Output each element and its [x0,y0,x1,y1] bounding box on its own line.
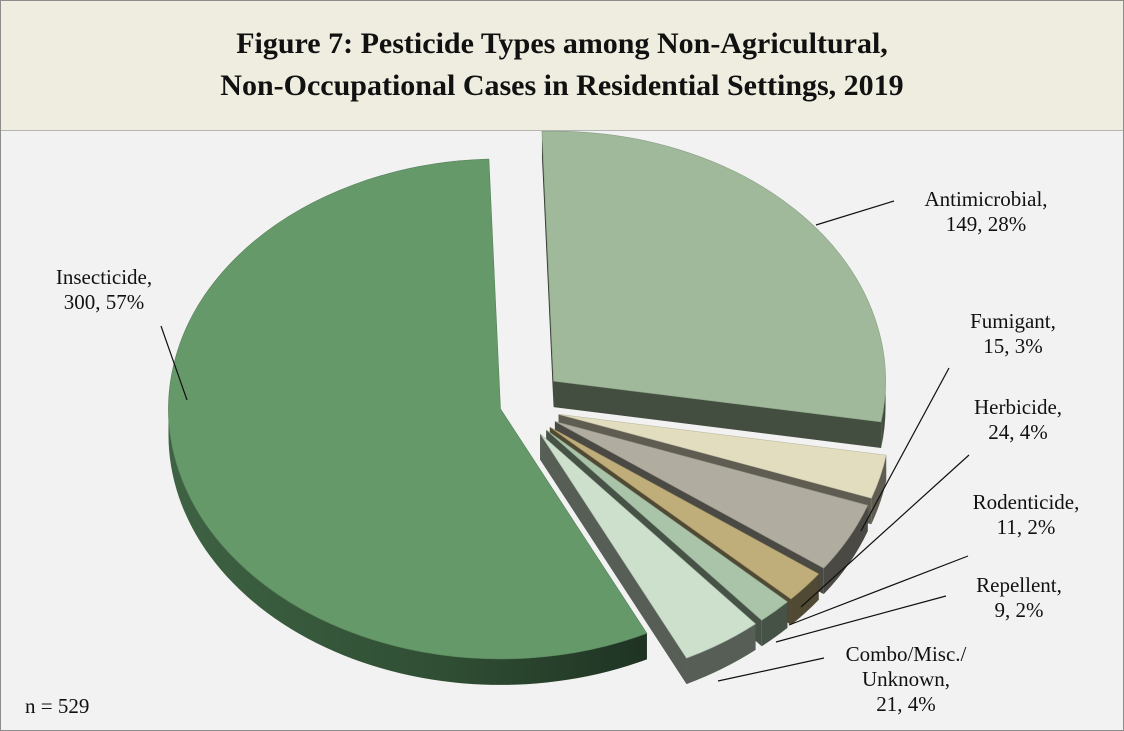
slice-label-antimicrobial-line-1: Antimicrobial, [924,187,1047,211]
slice-label-antimicrobial: Antimicrobial, 149, 28% [924,187,1047,236]
leader-line-rodenticide [788,555,969,626]
chart-title: Figure 7: Pesticide Types among Non-Agri… [1,23,1123,107]
pie-slice-rodenticide-outer-wall [790,573,819,626]
leader-line-antimicrobial [815,200,895,226]
pie-slice-insecticide [168,158,648,685]
pie-slice-herbicide-outer-wall [823,505,868,595]
slice-label-insecticide: Insecticide, 300, 57% [56,265,152,314]
slice-label-rodenticide-line-1: Rodenticide, [973,490,1080,514]
pie-slice-herbicide-top [554,421,869,569]
chart-title-line-1: Figure 7: Pesticide Types among Non-Agri… [236,27,888,60]
slice-label-repellent-line-1: Repellent, [976,573,1062,597]
pie-slices [168,130,887,685]
slice-label-herbicide-line-1: Herbicide, [974,395,1062,419]
leader-line-herbicide [800,454,970,608]
pie-slice-antimicrobial [541,130,886,448]
pie-slice-combo-misc-unknown [539,433,757,685]
slice-label-combo-misc-unknown-line-2: Unknown, [862,667,950,691]
slice-label-fumigant: Fumigant, 15, 3% [970,309,1056,358]
slice-label-insecticide-line-1: Insecticide, [56,265,152,289]
slice-label-repellent-line-2: 9, 2% [995,598,1044,622]
chart-title-line-2: Non-Occupational Cases in Residential Se… [220,69,904,102]
slice-label-insecticide-line-2: 300, 57% [64,290,145,314]
pie-slice-antimicrobial-wall-start [541,131,554,408]
slice-label-fumigant-line-2: 15, 3% [983,334,1043,358]
pie-slice-fumigant-outer-wall [871,455,887,525]
pie-slice-combo-misc-unknown-top [539,433,757,659]
pie-slice-fumigant-top [558,413,887,499]
title-band: Figure 7: Pesticide Types among Non-Agri… [1,1,1123,131]
pie-slice-repellent-outer-wall [761,601,788,647]
pie-slice-antimicrobial-wall-end [553,381,882,448]
leader-line-combo-misc-unknown [717,657,825,682]
slice-label-antimicrobial-line-2: 149, 28% [946,212,1027,236]
pie-slice-antimicrobial-outer-wall [881,381,886,448]
pie-slice-rodenticide-top [549,426,820,600]
slice-label-combo-misc-unknown-line-3: 21, 4% [876,692,936,716]
slice-labels: Antimicrobial, 149, 28% Fumigant, 15, 3% Her… [56,187,1079,716]
slice-label-herbicide: Herbicide, 24, 4% [974,395,1062,444]
slice-label-repellent: Repellent, 9, 2% [976,573,1062,622]
sample-size-note: n = 529 [25,694,90,718]
pie-slice-insecticide-top [168,158,648,660]
pie-slice-combo-misc-unknown-outer-wall [686,623,756,685]
slice-label-rodenticide: Rodenticide, 11, 2% [973,490,1080,539]
slice-label-combo-misc-unknown: Combo/Misc./Unknown, 21, 4% [846,642,967,716]
leader-line-insecticide [160,325,188,401]
pie-slice-combo-misc-unknown-wall-end [540,433,687,685]
pie-slice-antimicrobial-top [541,130,886,423]
pie-slice-insecticide-outer-wall [168,408,647,685]
slice-label-herbicide-line-2: 24, 4% [988,420,1048,444]
leader-line-fumigant [860,367,950,532]
leader-line-repellent [775,595,947,643]
slice-label-combo-misc-unknown-line-1: Combo/Misc./ [846,642,967,666]
pie-slice-repellent-top [546,429,788,621]
leader-lines [160,200,970,682]
slice-label-rodenticide-line-2: 11, 2% [997,515,1056,539]
slice-label-fumigant-line-1: Fumigant, [970,309,1056,333]
